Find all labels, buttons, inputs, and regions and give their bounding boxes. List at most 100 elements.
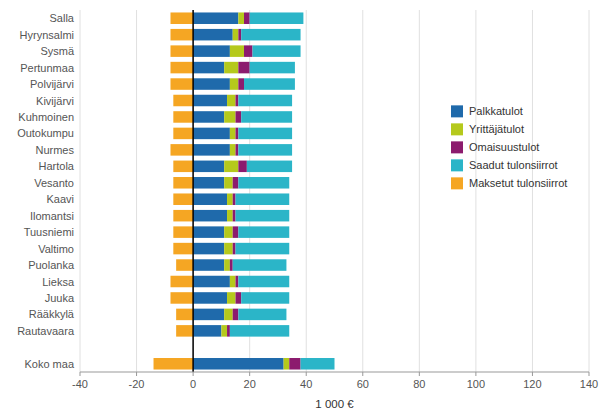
legend-swatch xyxy=(451,141,463,153)
bar xyxy=(244,78,295,90)
bar xyxy=(193,177,224,189)
bar xyxy=(193,226,224,238)
bar xyxy=(238,12,244,24)
bar xyxy=(230,128,236,140)
y-tick-label: Kuhmoinen xyxy=(18,111,74,123)
bar xyxy=(241,29,300,41)
bar xyxy=(176,309,193,321)
bar xyxy=(236,243,290,255)
bar xyxy=(176,259,193,271)
legend-label: Omaisuustulot xyxy=(469,141,539,153)
grid-line xyxy=(532,10,533,372)
bar xyxy=(233,309,239,321)
bar xyxy=(173,210,193,222)
bar xyxy=(193,243,224,255)
bar xyxy=(227,325,230,337)
bar xyxy=(170,276,193,288)
bar xyxy=(170,12,193,24)
bar xyxy=(238,177,289,189)
grid-line xyxy=(136,10,137,372)
y-tick-label: Valtimo xyxy=(38,243,74,255)
bar xyxy=(224,161,238,173)
bar xyxy=(230,276,236,288)
bar xyxy=(193,276,230,288)
bar xyxy=(284,358,290,370)
bar xyxy=(236,144,239,156)
bar xyxy=(154,358,194,370)
bar xyxy=(193,95,227,107)
bar xyxy=(236,128,239,140)
bar xyxy=(170,29,193,41)
legend-swatch xyxy=(451,177,463,189)
y-tick-label: Kaavi xyxy=(46,193,74,205)
x-tick-label: 40 xyxy=(300,378,312,390)
x-tick-label: 140 xyxy=(580,378,598,390)
bar xyxy=(227,210,233,222)
legend-swatch xyxy=(451,123,463,135)
bar xyxy=(230,144,236,156)
bar xyxy=(173,128,193,140)
bar xyxy=(224,309,232,321)
bars xyxy=(154,12,335,369)
bar xyxy=(238,62,249,74)
series xyxy=(227,12,301,369)
x-tick xyxy=(589,372,590,376)
grid-line xyxy=(419,10,420,372)
bar xyxy=(193,193,227,205)
bar xyxy=(193,292,227,304)
x-tick-label: 120 xyxy=(523,378,541,390)
bar xyxy=(170,62,193,74)
bar xyxy=(238,226,289,238)
bar xyxy=(244,45,252,57)
bar xyxy=(193,62,224,74)
bar xyxy=(193,210,227,222)
y-tick-label: Nurmes xyxy=(35,144,74,156)
legend-swatch xyxy=(451,159,463,171)
x-tick xyxy=(475,372,476,376)
bar xyxy=(173,95,193,107)
x-tick-label: -40 xyxy=(72,378,88,390)
y-tick-label: Ilomantsi xyxy=(30,210,74,222)
bar xyxy=(230,325,289,337)
bar xyxy=(244,12,250,24)
x-tick xyxy=(362,372,363,376)
bar xyxy=(233,243,236,255)
bar xyxy=(301,358,335,370)
y-tick-label: Hyrynsalmi xyxy=(20,29,74,41)
legend: PalkkatulotYrittäjätulotOmaisuustulotSaa… xyxy=(451,105,567,189)
x-tick-label: -20 xyxy=(129,378,145,390)
x-tick xyxy=(306,372,307,376)
y-axis: SallaHyrynsalmiSysmäPertunmaaPolvijärviK… xyxy=(17,12,75,370)
grid-line xyxy=(306,10,307,372)
x-tick-label: 80 xyxy=(413,378,425,390)
y-tick-label: Lieksa xyxy=(42,276,75,288)
legend-label: Maksetut tulonsiirrot xyxy=(469,177,567,189)
bar xyxy=(238,78,244,90)
bar xyxy=(224,177,232,189)
bar xyxy=(233,259,287,271)
bar xyxy=(224,62,238,74)
legend-label: Saadut tulonsiirrot xyxy=(469,159,558,171)
bar xyxy=(233,210,236,222)
grid-line xyxy=(589,10,590,372)
bar xyxy=(236,210,290,222)
bar xyxy=(230,78,238,90)
x-tick xyxy=(80,372,81,376)
bar xyxy=(193,111,224,123)
bar xyxy=(236,111,242,123)
bar xyxy=(173,193,193,205)
bar xyxy=(173,111,193,123)
bar xyxy=(247,161,292,173)
y-tick-label: Outokumpu xyxy=(17,127,74,139)
bar xyxy=(238,161,246,173)
x-tick xyxy=(249,372,250,376)
legend-swatch xyxy=(451,105,463,117)
chart: -40-200204060801001201401 000 €SallaHyry… xyxy=(0,0,605,416)
y-tick-label: Kivijärvi xyxy=(36,95,74,107)
bar xyxy=(252,45,300,57)
grid-line xyxy=(80,10,81,372)
bar xyxy=(238,29,241,41)
bar xyxy=(227,95,235,107)
bar xyxy=(193,78,230,90)
bar xyxy=(193,29,233,41)
